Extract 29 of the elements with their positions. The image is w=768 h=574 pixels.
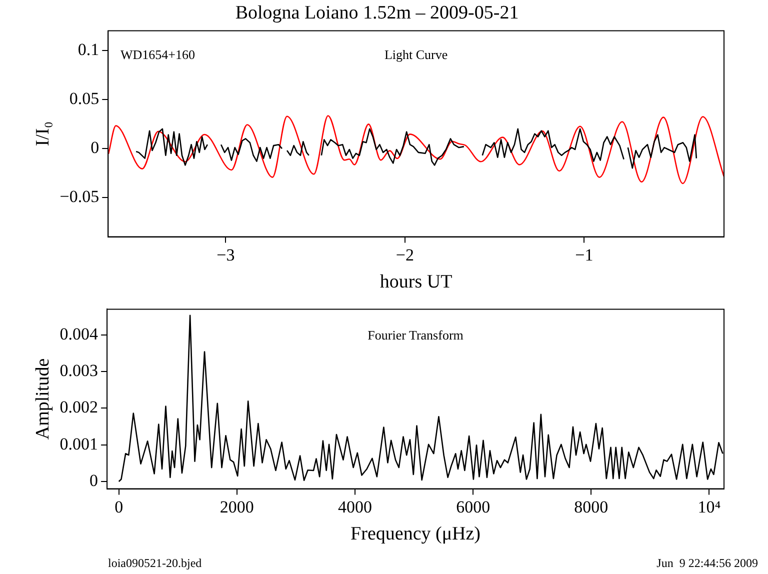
x-tick-label: 4000 bbox=[338, 497, 372, 516]
x-tick-label: −2 bbox=[396, 245, 414, 264]
y-tick-label: 0.003 bbox=[60, 360, 98, 380]
annotation: Fourier Transform bbox=[368, 328, 464, 343]
y-tick-label: 0 bbox=[90, 470, 98, 490]
y-tick-label: 0.004 bbox=[60, 324, 99, 344]
x-tick-label: 0 bbox=[114, 497, 124, 516]
x-tick-label: −3 bbox=[216, 245, 235, 264]
chart-title: Bologna Loiano 1.52m – 2009-05-21 bbox=[235, 2, 519, 24]
y-tick-label: 0 bbox=[90, 138, 100, 157]
y-axis-title: I/I₀ bbox=[32, 122, 54, 146]
y-tick-label: 0.1 bbox=[78, 40, 100, 59]
line-series bbox=[108, 115, 724, 184]
annotation: WD1654+160 bbox=[120, 46, 195, 62]
x-tick-label: 10⁴ bbox=[698, 497, 721, 516]
x-axis-title: Frequency (μHz) bbox=[350, 524, 480, 545]
y-tick-label: 0.002 bbox=[60, 398, 98, 417]
text: loia090521-20.bjed bbox=[108, 556, 202, 570]
text: Jun 9 22:44:56 2009 bbox=[656, 556, 758, 570]
annotation: Light Curve bbox=[384, 46, 448, 62]
y-tick-label: 0.05 bbox=[69, 88, 100, 108]
y-tick-label: −0.05 bbox=[60, 187, 100, 206]
x-tick-label: 2000 bbox=[220, 497, 254, 516]
x-tick-label: 6000 bbox=[456, 497, 490, 516]
x-tick-label: −1 bbox=[575, 245, 594, 264]
y-axis-title: Amplitude bbox=[32, 358, 54, 440]
x-tick-label: 8000 bbox=[574, 497, 608, 516]
y-tick-label: 0.001 bbox=[60, 434, 98, 454]
x-axis-title: hours UT bbox=[380, 272, 453, 293]
